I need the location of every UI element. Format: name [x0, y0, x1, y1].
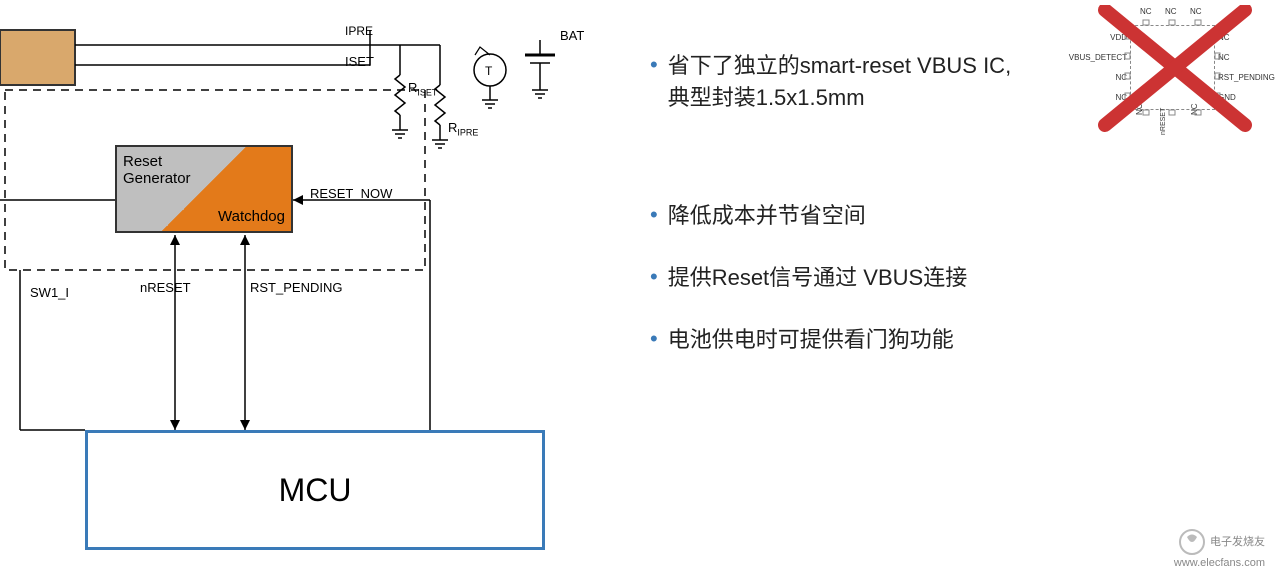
- bullet-group-top: • 省下了独立的smart-reset VBUS IC, 典型封装1.5x1.5…: [650, 50, 1070, 144]
- svg-text:T: T: [485, 64, 493, 78]
- signal-reset-now: RESET_NOW: [310, 186, 392, 201]
- mcu-label: MCU: [279, 472, 352, 509]
- ic-package-crossed: VDD VBUS_DETECT NC NC NC NC RST_PENDING …: [1085, 5, 1260, 135]
- logo-icon: [1177, 527, 1207, 557]
- signal-nreset: nRESET: [140, 280, 191, 295]
- bullet-dot-icon: •: [650, 262, 658, 292]
- signal-ripre: RIPRE: [448, 120, 478, 138]
- mcu-block: MCU: [85, 430, 545, 550]
- bullet-1-line2: 典型封装1.5x1.5mm: [668, 82, 1011, 114]
- bullet-group-lower: • 降低成本并节省空间 • 提供Reset信号通过 VBUS连接 • 电池供电时…: [650, 200, 1070, 386]
- footer-site: www.elecfans.com: [1174, 557, 1265, 569]
- signal-sw1: SW1_I: [30, 285, 69, 300]
- bullet-3-text: 提供Reset信号通过 VBUS连接: [668, 262, 968, 294]
- bullet-dot-icon: •: [650, 50, 658, 80]
- signal-riset: RISET: [408, 80, 437, 98]
- schematic-diagram: IPRE T Reset Generator Watch: [0, 0, 620, 579]
- signal-bat: BAT: [560, 28, 584, 43]
- reset-generator-block: Reset Generator Watchdog: [115, 145, 293, 233]
- signal-rst-pending: RST_PENDING: [250, 280, 342, 295]
- bullet-1-line1: 省下了独立的smart-reset VBUS IC,: [668, 50, 1011, 82]
- bullet-dot-icon: •: [650, 200, 658, 230]
- top-label: IPRE: [345, 24, 373, 38]
- watchdog-label: Watchdog: [218, 208, 285, 225]
- bullet-4-text: 电池供电时可提供看门狗功能: [668, 324, 954, 356]
- bullet-4: • 电池供电时可提供看门狗功能: [650, 324, 1070, 356]
- signal-iset: ISET: [345, 54, 374, 69]
- bullet-2: • 降低成本并节省空间: [650, 200, 1070, 232]
- reset-generator-label: Reset Generator: [123, 153, 191, 187]
- bullet-1: • 省下了独立的smart-reset VBUS IC, 典型封装1.5x1.5…: [650, 50, 1070, 114]
- bullet-2-text: 降低成本并节省空间: [668, 200, 866, 232]
- connector-block: [0, 30, 75, 85]
- bullet-dot-icon: •: [650, 324, 658, 354]
- bullet-3: • 提供Reset信号通过 VBUS连接: [650, 262, 1070, 294]
- footer-attribution: 电子发烧友 www.elecfans.com: [1174, 527, 1265, 569]
- footer-name: 电子发烧友: [1210, 536, 1265, 548]
